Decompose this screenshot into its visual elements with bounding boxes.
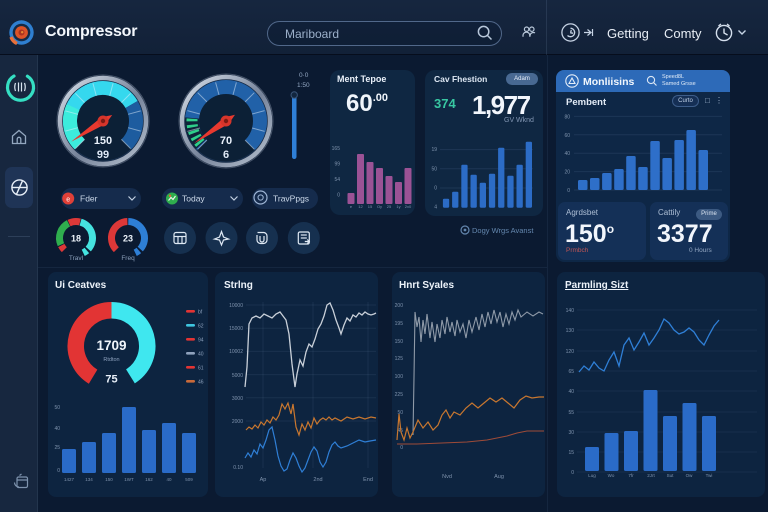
svg-text:162: 162 — [145, 477, 153, 482]
svg-text:150: 150 — [395, 339, 404, 345]
svg-text:0: 0 — [434, 186, 437, 192]
svg-text:225: 225 — [395, 392, 404, 398]
svg-text:0: 0 — [400, 445, 403, 451]
svg-text:Twi: Twi — [706, 473, 713, 478]
svg-text:19: 19 — [431, 147, 437, 153]
svg-text:Ow: Ow — [686, 473, 694, 478]
svg-text:bf: bf — [198, 310, 203, 316]
svg-text:e: e — [66, 196, 70, 203]
svg-text:509: 509 — [185, 477, 193, 482]
svg-text:100: 100 — [395, 374, 404, 380]
svg-text:50: 50 — [54, 405, 60, 411]
svg-text:2000: 2000 — [232, 419, 243, 425]
svg-text:40: 40 — [166, 477, 172, 482]
svg-text:0: 0 — [57, 468, 60, 474]
svg-text:e: e — [350, 204, 353, 209]
svg-text:2Jrt: 2Jrt — [647, 473, 655, 478]
svg-text:40: 40 — [568, 389, 574, 395]
svg-text:1:50: 1:50 — [297, 82, 310, 89]
svg-text:Sut: Sut — [667, 473, 675, 478]
svg-text:62: 62 — [198, 324, 204, 330]
svg-text:55: 55 — [568, 410, 574, 416]
svg-text:TravPpgs: TravPpgs — [273, 194, 309, 204]
svg-text:46: 46 — [198, 380, 204, 386]
svg-text:61: 61 — [198, 366, 204, 372]
svg-text:15: 15 — [368, 204, 373, 209]
svg-text:12: 12 — [358, 204, 363, 209]
svg-text:Freq: Freq — [121, 255, 135, 262]
svg-text:0: 0 — [337, 193, 340, 199]
svg-text:Travl: Travl — [69, 255, 84, 262]
svg-text:Wo: Wo — [608, 473, 615, 478]
svg-text:0·0: 0·0 — [299, 72, 309, 79]
svg-text:15000: 15000 — [229, 326, 243, 332]
svg-text:50: 50 — [431, 166, 437, 172]
svg-text:25: 25 — [387, 204, 392, 209]
svg-text:Ap: Ap — [260, 477, 267, 483]
svg-text:99: 99 — [334, 162, 340, 168]
svg-text:150: 150 — [105, 477, 113, 482]
svg-text:130: 130 — [566, 328, 575, 334]
svg-text:1709: 1709 — [96, 338, 126, 353]
svg-text:30: 30 — [568, 430, 574, 436]
svg-text:54: 54 — [334, 177, 340, 183]
svg-text:2nd: 2nd — [313, 477, 322, 483]
svg-text:80: 80 — [564, 114, 570, 120]
svg-text:18: 18 — [71, 234, 81, 244]
svg-text:75: 75 — [105, 374, 117, 386]
svg-text:Today: Today — [182, 194, 205, 204]
svg-text:165: 165 — [332, 146, 341, 152]
svg-text:1y: 1y — [396, 204, 400, 209]
svg-text:40: 40 — [198, 352, 204, 358]
svg-text:20: 20 — [564, 170, 570, 176]
svg-text:60: 60 — [564, 133, 570, 139]
svg-text:195: 195 — [395, 321, 404, 327]
svg-text:Nvd: Nvd — [442, 474, 452, 480]
svg-text:40: 40 — [54, 426, 60, 432]
svg-text:200: 200 — [395, 303, 404, 309]
svg-text:Lug: Lug — [588, 473, 596, 478]
svg-text:99: 99 — [97, 149, 109, 161]
svg-text:70: 70 — [220, 135, 232, 147]
svg-text:Fder: Fder — [80, 194, 98, 204]
svg-text:3000: 3000 — [232, 396, 243, 402]
svg-text:120: 120 — [566, 349, 575, 355]
svg-text:4: 4 — [434, 205, 437, 211]
svg-text:10002: 10002 — [229, 349, 243, 355]
svg-text:Aug: Aug — [494, 474, 504, 480]
svg-text:15: 15 — [568, 450, 574, 456]
svg-text:1427: 1427 — [64, 477, 75, 482]
svg-text:125: 125 — [395, 356, 404, 362]
svg-text:40: 40 — [564, 151, 570, 157]
svg-text:23: 23 — [123, 234, 133, 244]
svg-text:25: 25 — [54, 445, 60, 451]
svg-text:6: 6 — [223, 149, 229, 161]
svg-text:2x0: 2x0 — [405, 204, 412, 209]
svg-text:50: 50 — [397, 410, 403, 416]
svg-text:10000: 10000 — [229, 303, 243, 309]
svg-text:End: End — [363, 477, 373, 483]
svg-text:140: 140 — [566, 308, 575, 314]
svg-text:65: 65 — [568, 369, 574, 375]
svg-text:Rtdton: Rtdton — [103, 357, 119, 363]
svg-text:5000: 5000 — [232, 373, 243, 379]
svg-text:7fr: 7fr — [628, 473, 634, 478]
svg-text:150: 150 — [94, 135, 112, 147]
svg-text:94: 94 — [198, 338, 204, 344]
svg-text:0: 0 — [567, 188, 570, 194]
svg-text:Oy: Oy — [377, 204, 382, 209]
svg-text:1WT: 1WT — [124, 477, 134, 482]
svg-text:0: 0 — [571, 470, 574, 476]
svg-text:134: 134 — [85, 477, 93, 482]
svg-text:0.10: 0.10 — [233, 465, 243, 471]
